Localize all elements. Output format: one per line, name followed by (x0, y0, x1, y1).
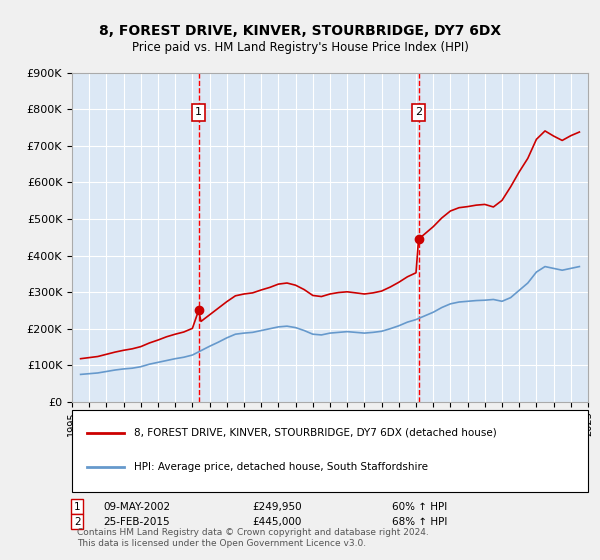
Text: 09-MAY-2002: 09-MAY-2002 (103, 502, 170, 512)
Text: 1: 1 (74, 502, 80, 512)
Text: 68% ↑ HPI: 68% ↑ HPI (392, 517, 447, 526)
Text: HPI: Average price, detached house, South Staffordshire: HPI: Average price, detached house, Sout… (134, 462, 428, 472)
Text: Price paid vs. HM Land Registry's House Price Index (HPI): Price paid vs. HM Land Registry's House … (131, 41, 469, 54)
Text: 25-FEB-2015: 25-FEB-2015 (103, 517, 170, 526)
Text: 2: 2 (415, 108, 422, 117)
Text: £249,950: £249,950 (253, 502, 302, 512)
Text: Contains HM Land Registry data © Crown copyright and database right 2024.
This d: Contains HM Land Registry data © Crown c… (77, 528, 429, 548)
Text: £445,000: £445,000 (253, 517, 302, 526)
Text: 2: 2 (74, 517, 80, 526)
Text: 1: 1 (195, 108, 202, 117)
Text: 60% ↑ HPI: 60% ↑ HPI (392, 502, 447, 512)
Text: 8, FOREST DRIVE, KINVER, STOURBRIDGE, DY7 6DX (detached house): 8, FOREST DRIVE, KINVER, STOURBRIDGE, DY… (134, 427, 497, 437)
Text: 8, FOREST DRIVE, KINVER, STOURBRIDGE, DY7 6DX: 8, FOREST DRIVE, KINVER, STOURBRIDGE, DY… (99, 24, 501, 38)
FancyBboxPatch shape (72, 409, 588, 492)
